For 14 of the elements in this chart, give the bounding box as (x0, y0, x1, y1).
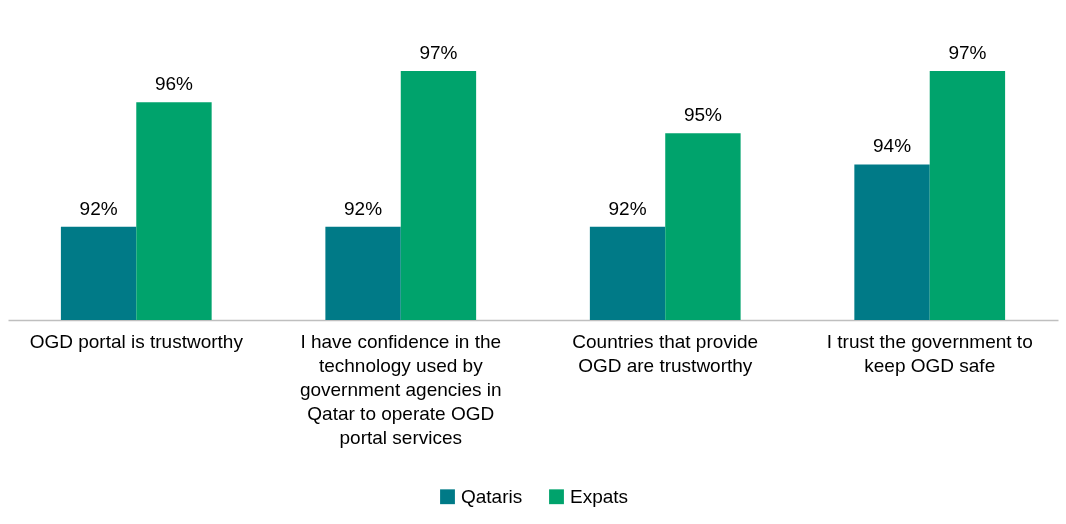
data-label: 95% (683, 104, 723, 126)
data-label: 92% (79, 197, 118, 219)
data-label: 97% (419, 42, 458, 63)
data-label: 92% (608, 197, 647, 219)
data-label: 97% (948, 42, 987, 63)
x-tick-label: I trust the government to keep OGD safe (826, 330, 1033, 376)
data-label: 92% (344, 197, 383, 219)
legend-label: Qataris (461, 485, 523, 507)
data-label: 94% (873, 135, 912, 157)
x-tick-label: OGD portal is trustworthy (29, 330, 244, 352)
legend-label: Expats (570, 485, 629, 507)
x-tick-label: I have confidence in the technology used by government agencies in Qatar to operate OGD portal services (299, 330, 502, 448)
data-label: 96% (154, 73, 194, 95)
x-tick-label: Countries that provide OGD are trustworthy (572, 330, 759, 376)
